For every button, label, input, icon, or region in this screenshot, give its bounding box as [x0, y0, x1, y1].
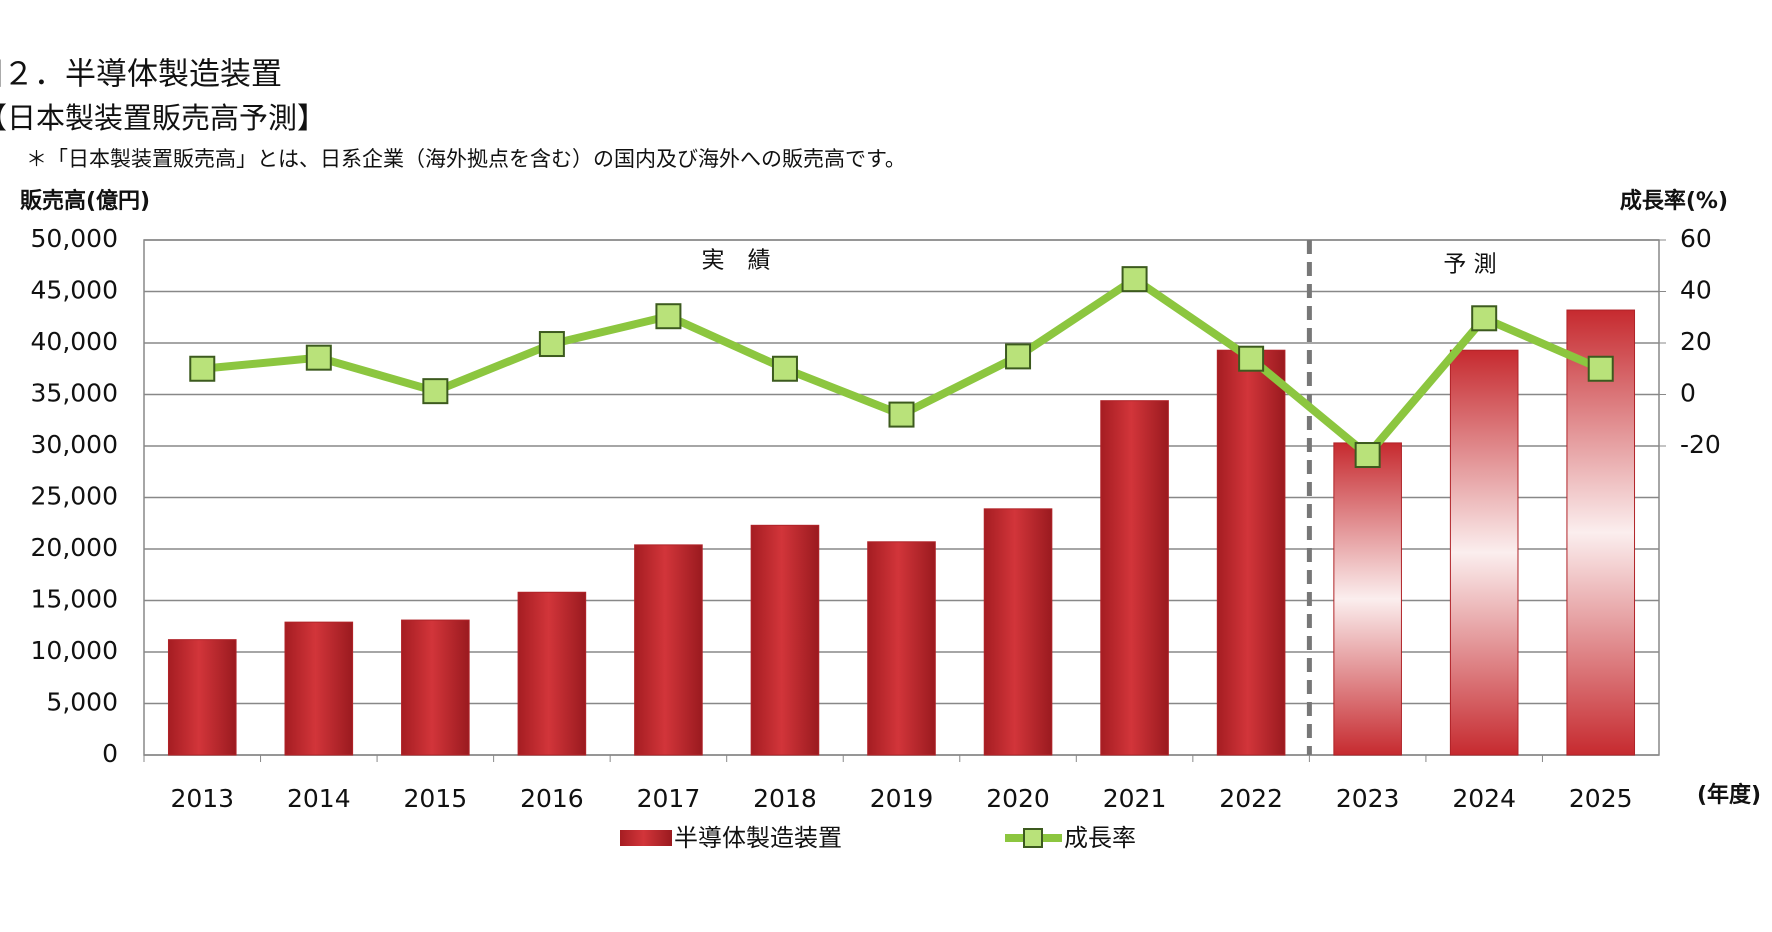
growth-marker [888, 401, 915, 428]
y-tick-label: 45,000 [31, 276, 118, 305]
y-tick-label: 0 [102, 739, 118, 768]
x-tick-label: 2015 [404, 784, 468, 813]
x-tick-label: 2022 [1219, 784, 1283, 813]
y-tick-label: 35,000 [31, 379, 118, 408]
y-tick-label: 5,000 [46, 688, 118, 717]
y2-tick-label: 20 [1680, 327, 1712, 356]
growth-marker [1471, 305, 1498, 332]
growth-marker [655, 303, 682, 330]
x-axis-label: (年度) [1697, 782, 1761, 808]
legend-swatch [1023, 828, 1043, 848]
legend-label: 成長率 [1064, 824, 1136, 852]
bar [750, 524, 820, 756]
bar [1449, 349, 1519, 756]
growth-marker [538, 331, 565, 358]
bar [284, 621, 354, 756]
x-tick-label: 2016 [520, 784, 584, 813]
y2-tick-label: -20 [1680, 430, 1721, 459]
bar [517, 591, 587, 756]
x-tick-label: 2025 [1569, 784, 1633, 813]
bar [1333, 442, 1402, 756]
note: ＊「日本製装置販売高」とは、日系企業（海外拠点を含む）の国内及び海外への販売高で… [26, 147, 906, 171]
bar [867, 541, 936, 756]
y2-tick-label: 0 [1680, 379, 1696, 408]
y-tick-label: 30,000 [31, 430, 118, 459]
growth-marker [1005, 343, 1032, 370]
x-tick-label: 2019 [870, 784, 934, 813]
x-tick-label: 2014 [287, 784, 351, 813]
y2-axis-label: 成長率(%) [1620, 188, 1728, 214]
growth-marker [1354, 442, 1381, 469]
y-tick-label: 40,000 [31, 327, 118, 356]
growth-marker [1121, 266, 1148, 293]
x-tick-label: 2023 [1336, 784, 1400, 813]
y2-tick-label: 60 [1680, 224, 1712, 253]
bar [1566, 309, 1636, 756]
bar [634, 544, 703, 756]
x-tick-label: 2017 [637, 784, 701, 813]
y-tick-label: 50,000 [31, 224, 118, 253]
growth-marker [305, 344, 332, 371]
legend-label: 半導体製造装置 [674, 824, 842, 852]
y-tick-label: 20,000 [31, 533, 118, 562]
growth-marker [189, 355, 216, 382]
bar [1100, 400, 1169, 756]
growth-marker [422, 378, 449, 405]
chart-subtitle: 【日本製装置販売高予測】 [0, 101, 326, 135]
legend-swatch [620, 830, 672, 846]
annotation: 実 績 [702, 248, 771, 274]
growth-marker [1238, 345, 1265, 372]
annotation: 予 測 [1443, 252, 1496, 278]
x-tick-label: 2013 [170, 784, 234, 813]
y-axis-label: 販売高(億円) [20, 188, 150, 214]
y-tick-label: 25,000 [31, 482, 118, 511]
bar [167, 639, 237, 756]
y2-tick-label: 40 [1680, 276, 1712, 305]
x-tick-label: 2018 [753, 784, 817, 813]
y-tick-label: 15,000 [31, 585, 118, 614]
growth-marker [771, 355, 798, 382]
chart-title: 図２．半導体製造装置 [0, 57, 282, 93]
growth-line [201, 274, 1603, 461]
bar [983, 508, 1053, 756]
bar [401, 619, 470, 756]
x-tick-label: 2024 [1452, 784, 1516, 813]
bar [1216, 349, 1286, 756]
growth-marker [1587, 355, 1614, 382]
x-tick-label: 2021 [1103, 784, 1167, 813]
x-tick-label: 2020 [986, 784, 1050, 813]
y-tick-label: 10,000 [31, 636, 118, 665]
